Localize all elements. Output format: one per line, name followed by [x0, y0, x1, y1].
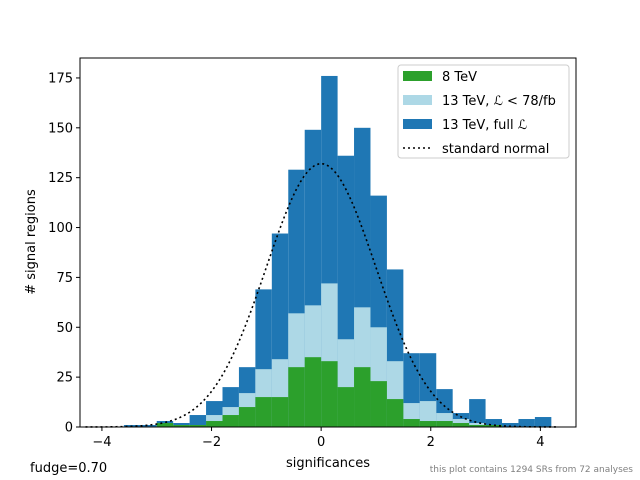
bar-8-tev: [386, 399, 404, 427]
x-tick-label: 4: [536, 435, 544, 450]
bar-8-tev: [337, 387, 355, 427]
legend-label-13-tev-78-fb: 13 TeV, ℒ < 78/fb: [442, 94, 556, 109]
bar-8-tev: [255, 397, 272, 427]
bar-8-tev: [469, 425, 486, 427]
bar-8-tev: [173, 425, 190, 427]
x-axis-label: significances: [286, 456, 370, 471]
bar-8-tev: [321, 361, 338, 427]
bar-13-tev-full: [469, 399, 486, 427]
bar-13-tev-full: [518, 419, 535, 427]
y-tick-label: 100: [48, 221, 73, 236]
bar-8-tev: [271, 397, 289, 427]
plot-frame: [79, 57, 577, 428]
y-axis-label: # signal regions: [24, 189, 39, 295]
y-tick-label: 75: [56, 271, 73, 286]
bar-8-tev: [238, 407, 256, 427]
bar-8-tev: [206, 421, 223, 427]
y-tick-label: 175: [48, 71, 73, 86]
y-tick-label: 150: [48, 121, 73, 136]
x-tick-label: −2: [202, 435, 221, 450]
y-tick-label: 50: [56, 321, 73, 336]
bar-8-tev: [304, 357, 322, 427]
bar-13-tev-full: [485, 419, 503, 427]
bar-13-tev-full: [189, 415, 207, 427]
legend-label-8-tev: 8 TeV: [442, 70, 477, 85]
legend-swatch-8-tev: [403, 71, 432, 81]
bar-8-tev: [354, 367, 371, 427]
x-tick-label: 0: [317, 435, 325, 450]
bar-8-tev: [288, 367, 305, 427]
legend-box: [397, 64, 570, 159]
bar-8-tev: [403, 419, 420, 427]
x-tick-label: −4: [92, 435, 111, 450]
legend-label-standard-normal: standard normal: [442, 142, 549, 157]
legend-swatch-13-tev-full: [403, 119, 432, 129]
bar-8-tev: [485, 425, 503, 427]
bar-8-tev: [419, 421, 437, 427]
y-axis-ticks: 0 25 50 75 100 125 150 175: [48, 71, 80, 436]
legend-swatch-13-tev-78-fb: [403, 95, 432, 105]
bar-8-tev: [189, 425, 207, 427]
y-tick-label: 0: [65, 421, 73, 436]
analyses-summary-note: this plot contains 1294 SRs from 72 anal…: [430, 465, 634, 475]
bar-13-tev-full: [502, 423, 519, 427]
bar-8-tev: [222, 415, 239, 427]
bar-8-tev: [436, 421, 453, 427]
legend: 8 TeV 13 TeV, ℒ < 78/fb 13 TeV, full ℒ stan…: [397, 64, 570, 159]
x-tick-label: 2: [427, 435, 435, 450]
bar-8-tev: [452, 423, 470, 427]
bar-8-tev: [156, 423, 174, 427]
bar-13-tev-78-fb: [419, 401, 437, 427]
x-axis-ticks: −4 −2 0 2 4: [92, 427, 545, 450]
bars-layer: [123, 75, 552, 427]
legend-label-13-tev-full: 13 TeV, full ℒ: [442, 118, 527, 133]
bar-13-tev-full: [140, 425, 157, 427]
fudge-note: fudge=0.70: [30, 461, 107, 476]
y-tick-label: 25: [56, 371, 73, 386]
bar-13-tev-full: [534, 417, 552, 427]
y-tick-label: 125: [48, 171, 73, 186]
bar-8-tev: [370, 381, 387, 427]
